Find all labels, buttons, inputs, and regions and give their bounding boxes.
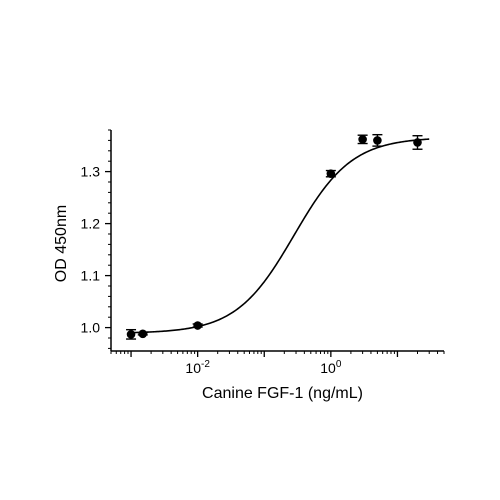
x-axis-title: Canine FGF-1 (ng/mL)	[202, 385, 363, 402]
y-tick-label: 1.0	[81, 320, 101, 336]
data-point	[357, 134, 368, 145]
y-tick-label: 1.3	[81, 164, 101, 180]
y-tick-label: 1.2	[81, 216, 101, 232]
data-point	[325, 169, 336, 178]
data-point	[137, 329, 148, 339]
axes: 1.0 1.1 1.2 1.3 10-2 100	[81, 129, 445, 376]
x-axis-ticks: 10-2 100	[110, 351, 445, 376]
x-tick-label: 100	[320, 359, 342, 376]
data-marker	[193, 321, 202, 330]
data-marker	[373, 136, 382, 145]
data-marker	[126, 330, 136, 339]
data-point	[412, 135, 423, 150]
x-tick-label: 10-2	[185, 359, 210, 376]
y-axis-title: OD 450nm	[53, 205, 70, 282]
data-marker	[138, 329, 148, 339]
data-marker	[358, 135, 367, 144]
data-point	[192, 321, 203, 330]
data-marker	[326, 169, 336, 178]
data-points	[126, 133, 423, 340]
data-point	[372, 133, 383, 147]
y-tick-label: 1.1	[81, 268, 101, 284]
plot-area	[126, 133, 430, 340]
y-axis-ticks: 1.0 1.1 1.2 1.3	[81, 129, 111, 349]
data-marker	[413, 138, 422, 147]
data-point	[126, 328, 137, 340]
fit-curve	[131, 138, 430, 334]
